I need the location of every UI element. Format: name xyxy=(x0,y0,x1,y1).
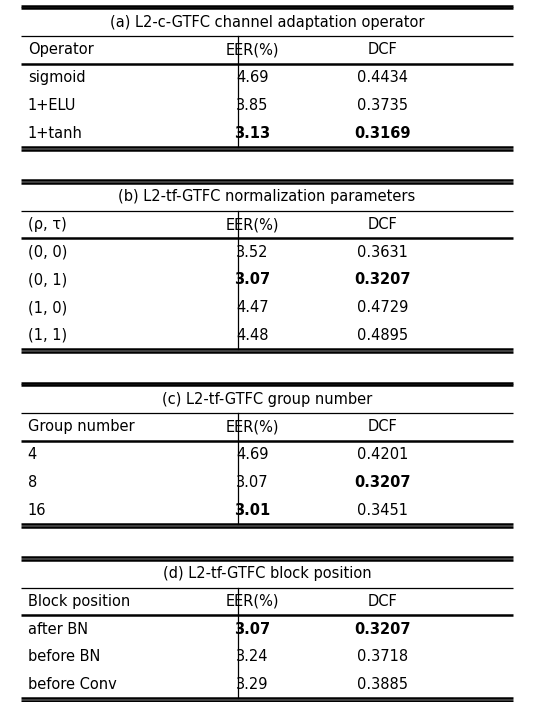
Text: 0.3735: 0.3735 xyxy=(357,98,408,113)
Text: 1+ELU: 1+ELU xyxy=(28,98,76,113)
Text: 16: 16 xyxy=(28,503,46,517)
Text: 3.07: 3.07 xyxy=(234,272,270,288)
Text: 3.24: 3.24 xyxy=(236,649,269,664)
Text: Group number: Group number xyxy=(28,419,135,435)
Text: DCF: DCF xyxy=(367,419,397,435)
Text: EER(%): EER(%) xyxy=(225,419,279,435)
Text: 0.4895: 0.4895 xyxy=(357,328,408,343)
Text: 0.4201: 0.4201 xyxy=(357,447,408,462)
Text: before BN: before BN xyxy=(28,649,100,664)
Text: (a) L2-c-GTFC channel adaptation operator: (a) L2-c-GTFC channel adaptation operato… xyxy=(110,15,424,29)
Text: (d) L2-tf-GTFC block position: (d) L2-tf-GTFC block position xyxy=(163,567,371,581)
Text: 8: 8 xyxy=(28,475,37,490)
Text: 0.3885: 0.3885 xyxy=(357,677,408,692)
Text: Block position: Block position xyxy=(28,594,130,609)
Text: (b) L2-tf-GTFC normalization parameters: (b) L2-tf-GTFC normalization parameters xyxy=(119,190,415,204)
Text: 0.3169: 0.3169 xyxy=(354,126,411,140)
Text: 4.48: 4.48 xyxy=(236,328,269,343)
Text: Operator: Operator xyxy=(28,42,93,58)
Text: 4.69: 4.69 xyxy=(236,70,269,85)
Text: after BN: after BN xyxy=(28,622,88,637)
Text: (ρ, τ): (ρ, τ) xyxy=(28,217,67,232)
Text: (c) L2-tf-GTFC group number: (c) L2-tf-GTFC group number xyxy=(162,392,372,406)
Text: EER(%): EER(%) xyxy=(225,217,279,232)
Text: (1, 1): (1, 1) xyxy=(28,328,67,343)
Text: 4.47: 4.47 xyxy=(236,300,269,315)
Text: 3.13: 3.13 xyxy=(234,126,270,140)
Text: before Conv: before Conv xyxy=(28,677,116,692)
Text: 0.4434: 0.4434 xyxy=(357,70,408,85)
Text: DCF: DCF xyxy=(367,42,397,58)
Text: 3.29: 3.29 xyxy=(236,677,269,692)
Text: 3.01: 3.01 xyxy=(234,503,270,517)
Text: 3.85: 3.85 xyxy=(236,98,269,113)
Text: 0.3207: 0.3207 xyxy=(354,622,411,637)
Text: 3.52: 3.52 xyxy=(236,245,269,260)
Text: 0.3631: 0.3631 xyxy=(357,245,408,260)
Text: (0, 1): (0, 1) xyxy=(28,272,67,288)
Text: 0.3718: 0.3718 xyxy=(357,649,408,664)
Text: 0.3207: 0.3207 xyxy=(354,475,411,490)
Text: DCF: DCF xyxy=(367,217,397,232)
Text: 0.3451: 0.3451 xyxy=(357,503,408,517)
Text: (1, 0): (1, 0) xyxy=(28,300,67,315)
Text: 0.3207: 0.3207 xyxy=(354,272,411,288)
Text: EER(%): EER(%) xyxy=(225,594,279,609)
Text: 1+tanh: 1+tanh xyxy=(28,126,83,140)
Text: 4: 4 xyxy=(28,447,37,462)
Text: sigmoid: sigmoid xyxy=(28,70,85,85)
Text: 0.4729: 0.4729 xyxy=(357,300,408,315)
Text: 3.07: 3.07 xyxy=(234,622,270,637)
Text: (0, 0): (0, 0) xyxy=(28,245,67,260)
Text: 3.07: 3.07 xyxy=(236,475,269,490)
Text: 4.69: 4.69 xyxy=(236,447,269,462)
Text: EER(%): EER(%) xyxy=(225,42,279,58)
Text: DCF: DCF xyxy=(367,594,397,609)
